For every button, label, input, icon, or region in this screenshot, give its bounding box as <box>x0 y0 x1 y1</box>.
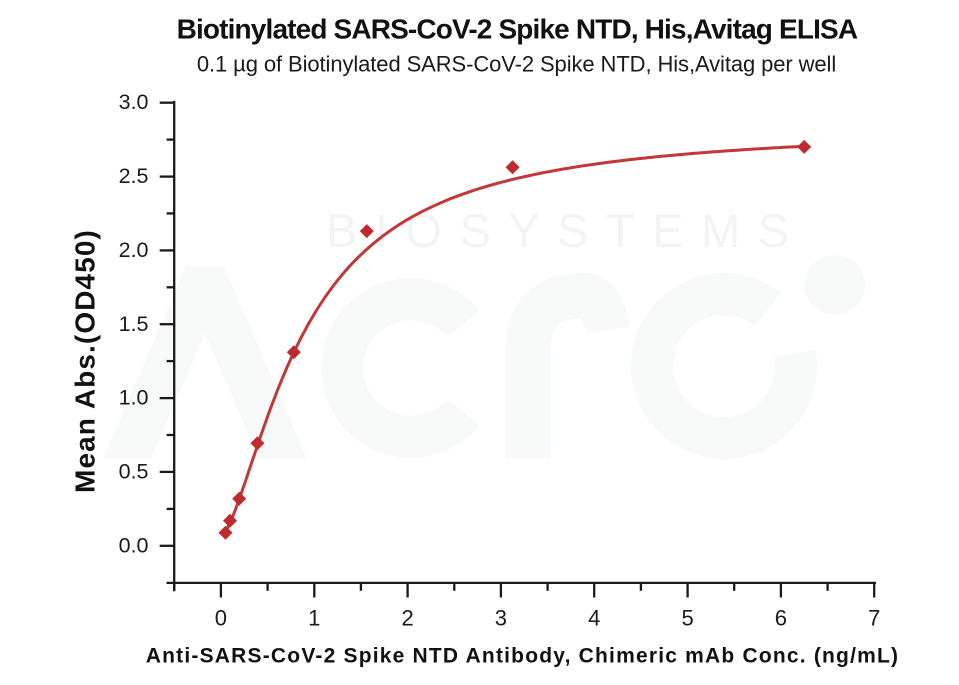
svg-text:0: 0 <box>215 606 227 631</box>
svg-text:BIOSYSTEMS: BIOSYSTEMS <box>326 204 807 257</box>
svg-text:0.5: 0.5 <box>119 459 149 483</box>
svg-text:6: 6 <box>775 606 787 631</box>
svg-text:Biotinylated SARS-CoV-2 Spike: Biotinylated SARS-CoV-2 Spike NTD, His,A… <box>177 13 858 44</box>
svg-text:2.5: 2.5 <box>119 164 149 188</box>
svg-text:2.0: 2.0 <box>119 238 149 262</box>
svg-text:Mean Abs.(OD450): Mean Abs.(OD450) <box>70 229 101 493</box>
svg-text:0.1 µg of Biotinylated SARS-Co: 0.1 µg of Biotinylated SARS-CoV-2 Spike … <box>197 52 836 77</box>
svg-text:3: 3 <box>495 606 507 631</box>
svg-text:7: 7 <box>868 606 880 631</box>
svg-text:1.5: 1.5 <box>119 312 149 336</box>
svg-text:0.0: 0.0 <box>119 533 149 557</box>
svg-text:Anti-SARS-CoV-2 Spike NTD Anti: Anti-SARS-CoV-2 Spike NTD Antibody, Chim… <box>146 645 899 668</box>
svg-text:5: 5 <box>681 606 693 631</box>
svg-text:3.0: 3.0 <box>119 90 149 114</box>
svg-text:1: 1 <box>308 606 320 631</box>
svg-text:1.0: 1.0 <box>119 386 149 410</box>
svg-text:4: 4 <box>588 606 600 631</box>
svg-text:2: 2 <box>401 606 413 631</box>
